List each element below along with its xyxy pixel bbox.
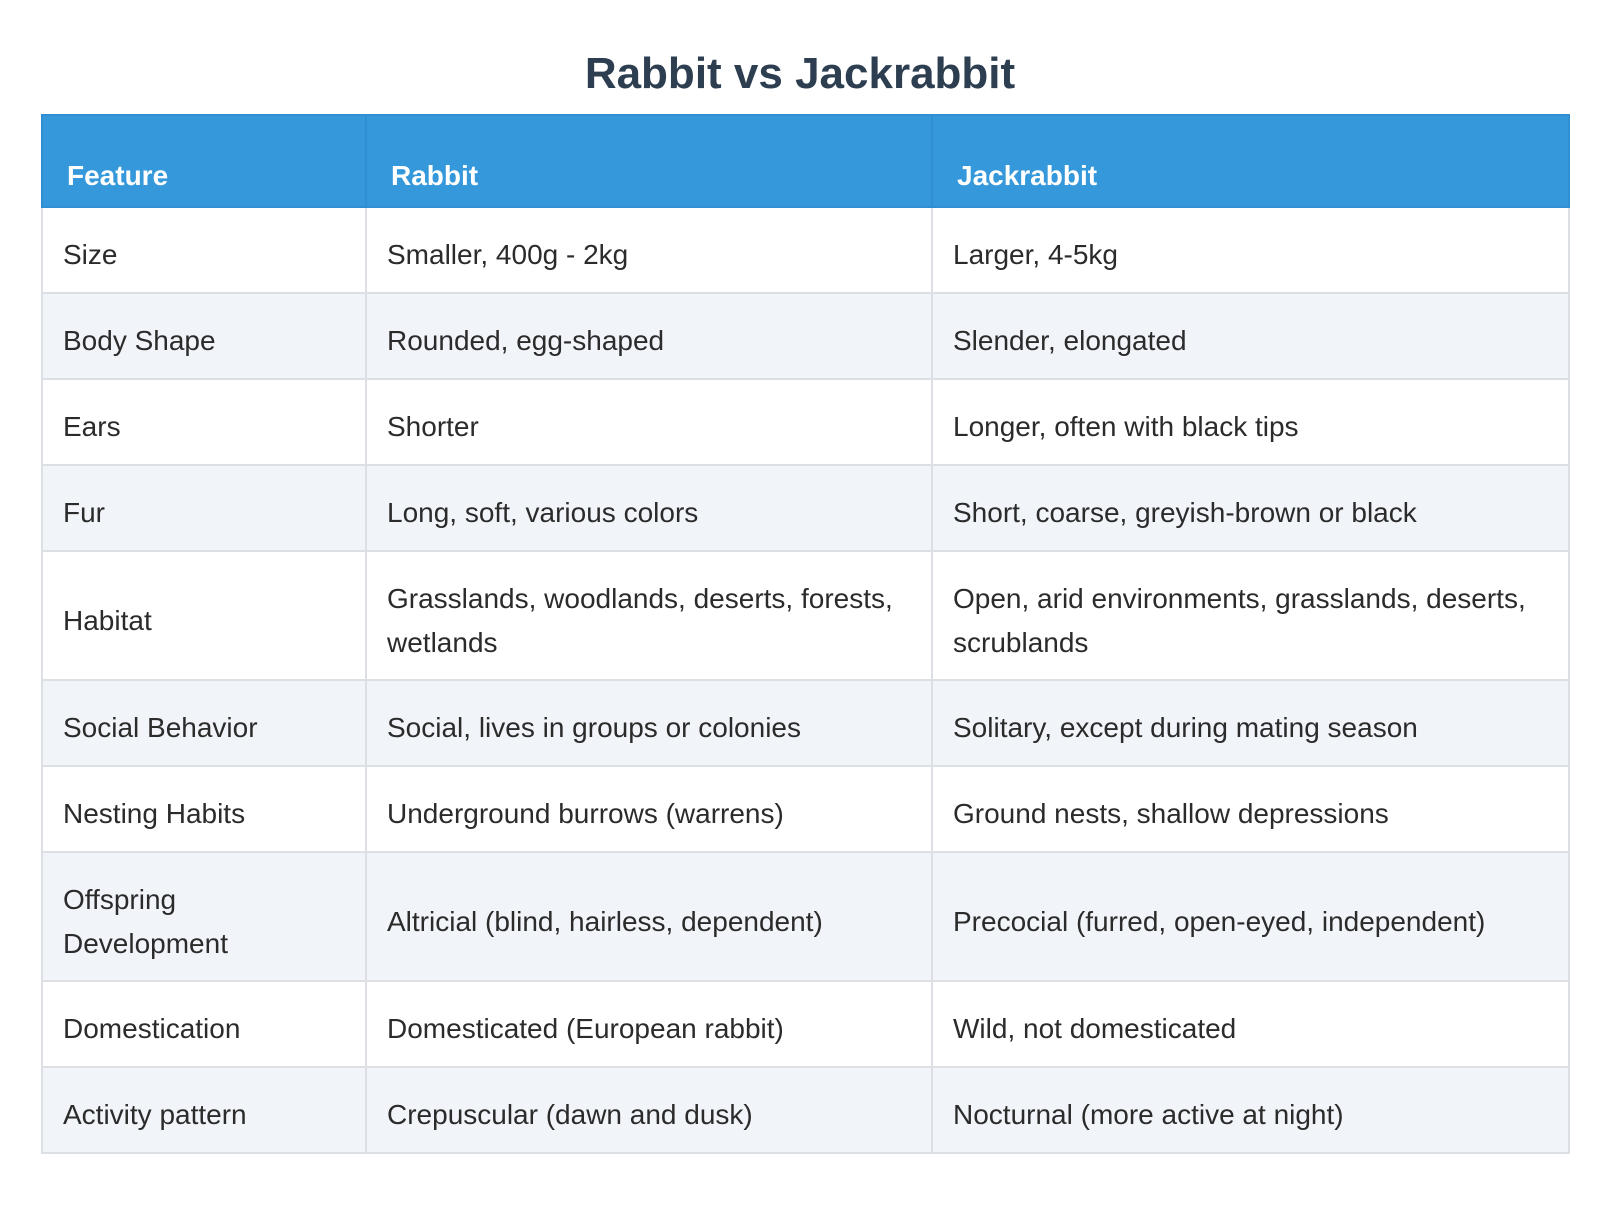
rabbit-cell: Smaller, 400g - 2kg — [365, 206, 933, 294]
header-row: Feature Rabbit Jackrabbit — [41, 114, 1570, 208]
table-row: Size Smaller, 400g - 2kg Larger, 4-5kg — [41, 206, 1570, 294]
table-header: Feature Rabbit Jackrabbit — [41, 114, 1570, 208]
jackrabbit-cell: Longer, often with black tips — [931, 378, 1570, 466]
jackrabbit-cell: Solitary, except during mating season — [931, 679, 1570, 767]
header-feature: Feature — [41, 114, 367, 208]
table-row: Domestication Domesticated (European rab… — [41, 980, 1570, 1068]
rabbit-cell: Domesticated (European rabbit) — [365, 980, 933, 1068]
table-row: Habitat Grasslands, woodlands, deserts, … — [41, 550, 1570, 681]
feature-cell: Domestication — [41, 980, 367, 1068]
rabbit-cell: Rounded, egg-shaped — [365, 292, 933, 380]
jackrabbit-cell: Precocial (furred, open-eyed, independen… — [931, 851, 1570, 982]
feature-cell: Ears — [41, 378, 367, 466]
jackrabbit-cell: Open, arid environments, grasslands, des… — [931, 550, 1570, 681]
rabbit-cell: Social, lives in groups or colonies — [365, 679, 933, 767]
table-row: Activity pattern Crepuscular (dawn and d… — [41, 1066, 1570, 1154]
feature-cell: Size — [41, 206, 367, 294]
jackrabbit-cell: Wild, not domesticated — [931, 980, 1570, 1068]
feature-cell: Fur — [41, 464, 367, 552]
table-row: Fur Long, soft, various colors Short, co… — [41, 464, 1570, 552]
rabbit-cell: Grasslands, woodlands, deserts, forests,… — [365, 550, 933, 681]
feature-cell: Habitat — [41, 550, 367, 681]
jackrabbit-cell: Short, coarse, greyish-brown or black — [931, 464, 1570, 552]
feature-cell: Activity pattern — [41, 1066, 367, 1154]
table-row: Offspring Development Altricial (blind, … — [41, 851, 1570, 982]
table-body: Size Smaller, 400g - 2kg Larger, 4-5kg B… — [41, 206, 1570, 1154]
rabbit-cell: Long, soft, various colors — [365, 464, 933, 552]
feature-cell: Offspring Development — [41, 851, 367, 982]
table-row: Nesting Habits Underground burrows (warr… — [41, 765, 1570, 853]
rabbit-cell: Altricial (blind, hairless, dependent) — [365, 851, 933, 982]
header-rabbit: Rabbit — [365, 114, 933, 208]
table-row: Body Shape Rounded, egg-shaped Slender, … — [41, 292, 1570, 380]
table-row: Social Behavior Social, lives in groups … — [41, 679, 1570, 767]
rabbit-cell: Shorter — [365, 378, 933, 466]
feature-cell: Nesting Habits — [41, 765, 367, 853]
feature-cell: Body Shape — [41, 292, 367, 380]
jackrabbit-cell: Ground nests, shallow depressions — [931, 765, 1570, 853]
page-title: Rabbit vs Jackrabbit — [584, 49, 1016, 98]
feature-cell: Social Behavior — [41, 679, 367, 767]
jackrabbit-cell: Nocturnal (more active at night) — [931, 1066, 1570, 1154]
jackrabbit-cell: Slender, elongated — [931, 292, 1570, 380]
table-row: Ears Shorter Longer, often with black ti… — [41, 378, 1570, 466]
rabbit-cell: Underground burrows (warrens) — [365, 765, 933, 853]
comparison-table: Feature Rabbit Jackrabbit Size Smaller, … — [41, 114, 1570, 1154]
header-jackrabbit: Jackrabbit — [931, 114, 1570, 208]
jackrabbit-cell: Larger, 4-5kg — [931, 206, 1570, 294]
rabbit-cell: Crepuscular (dawn and dusk) — [365, 1066, 933, 1154]
